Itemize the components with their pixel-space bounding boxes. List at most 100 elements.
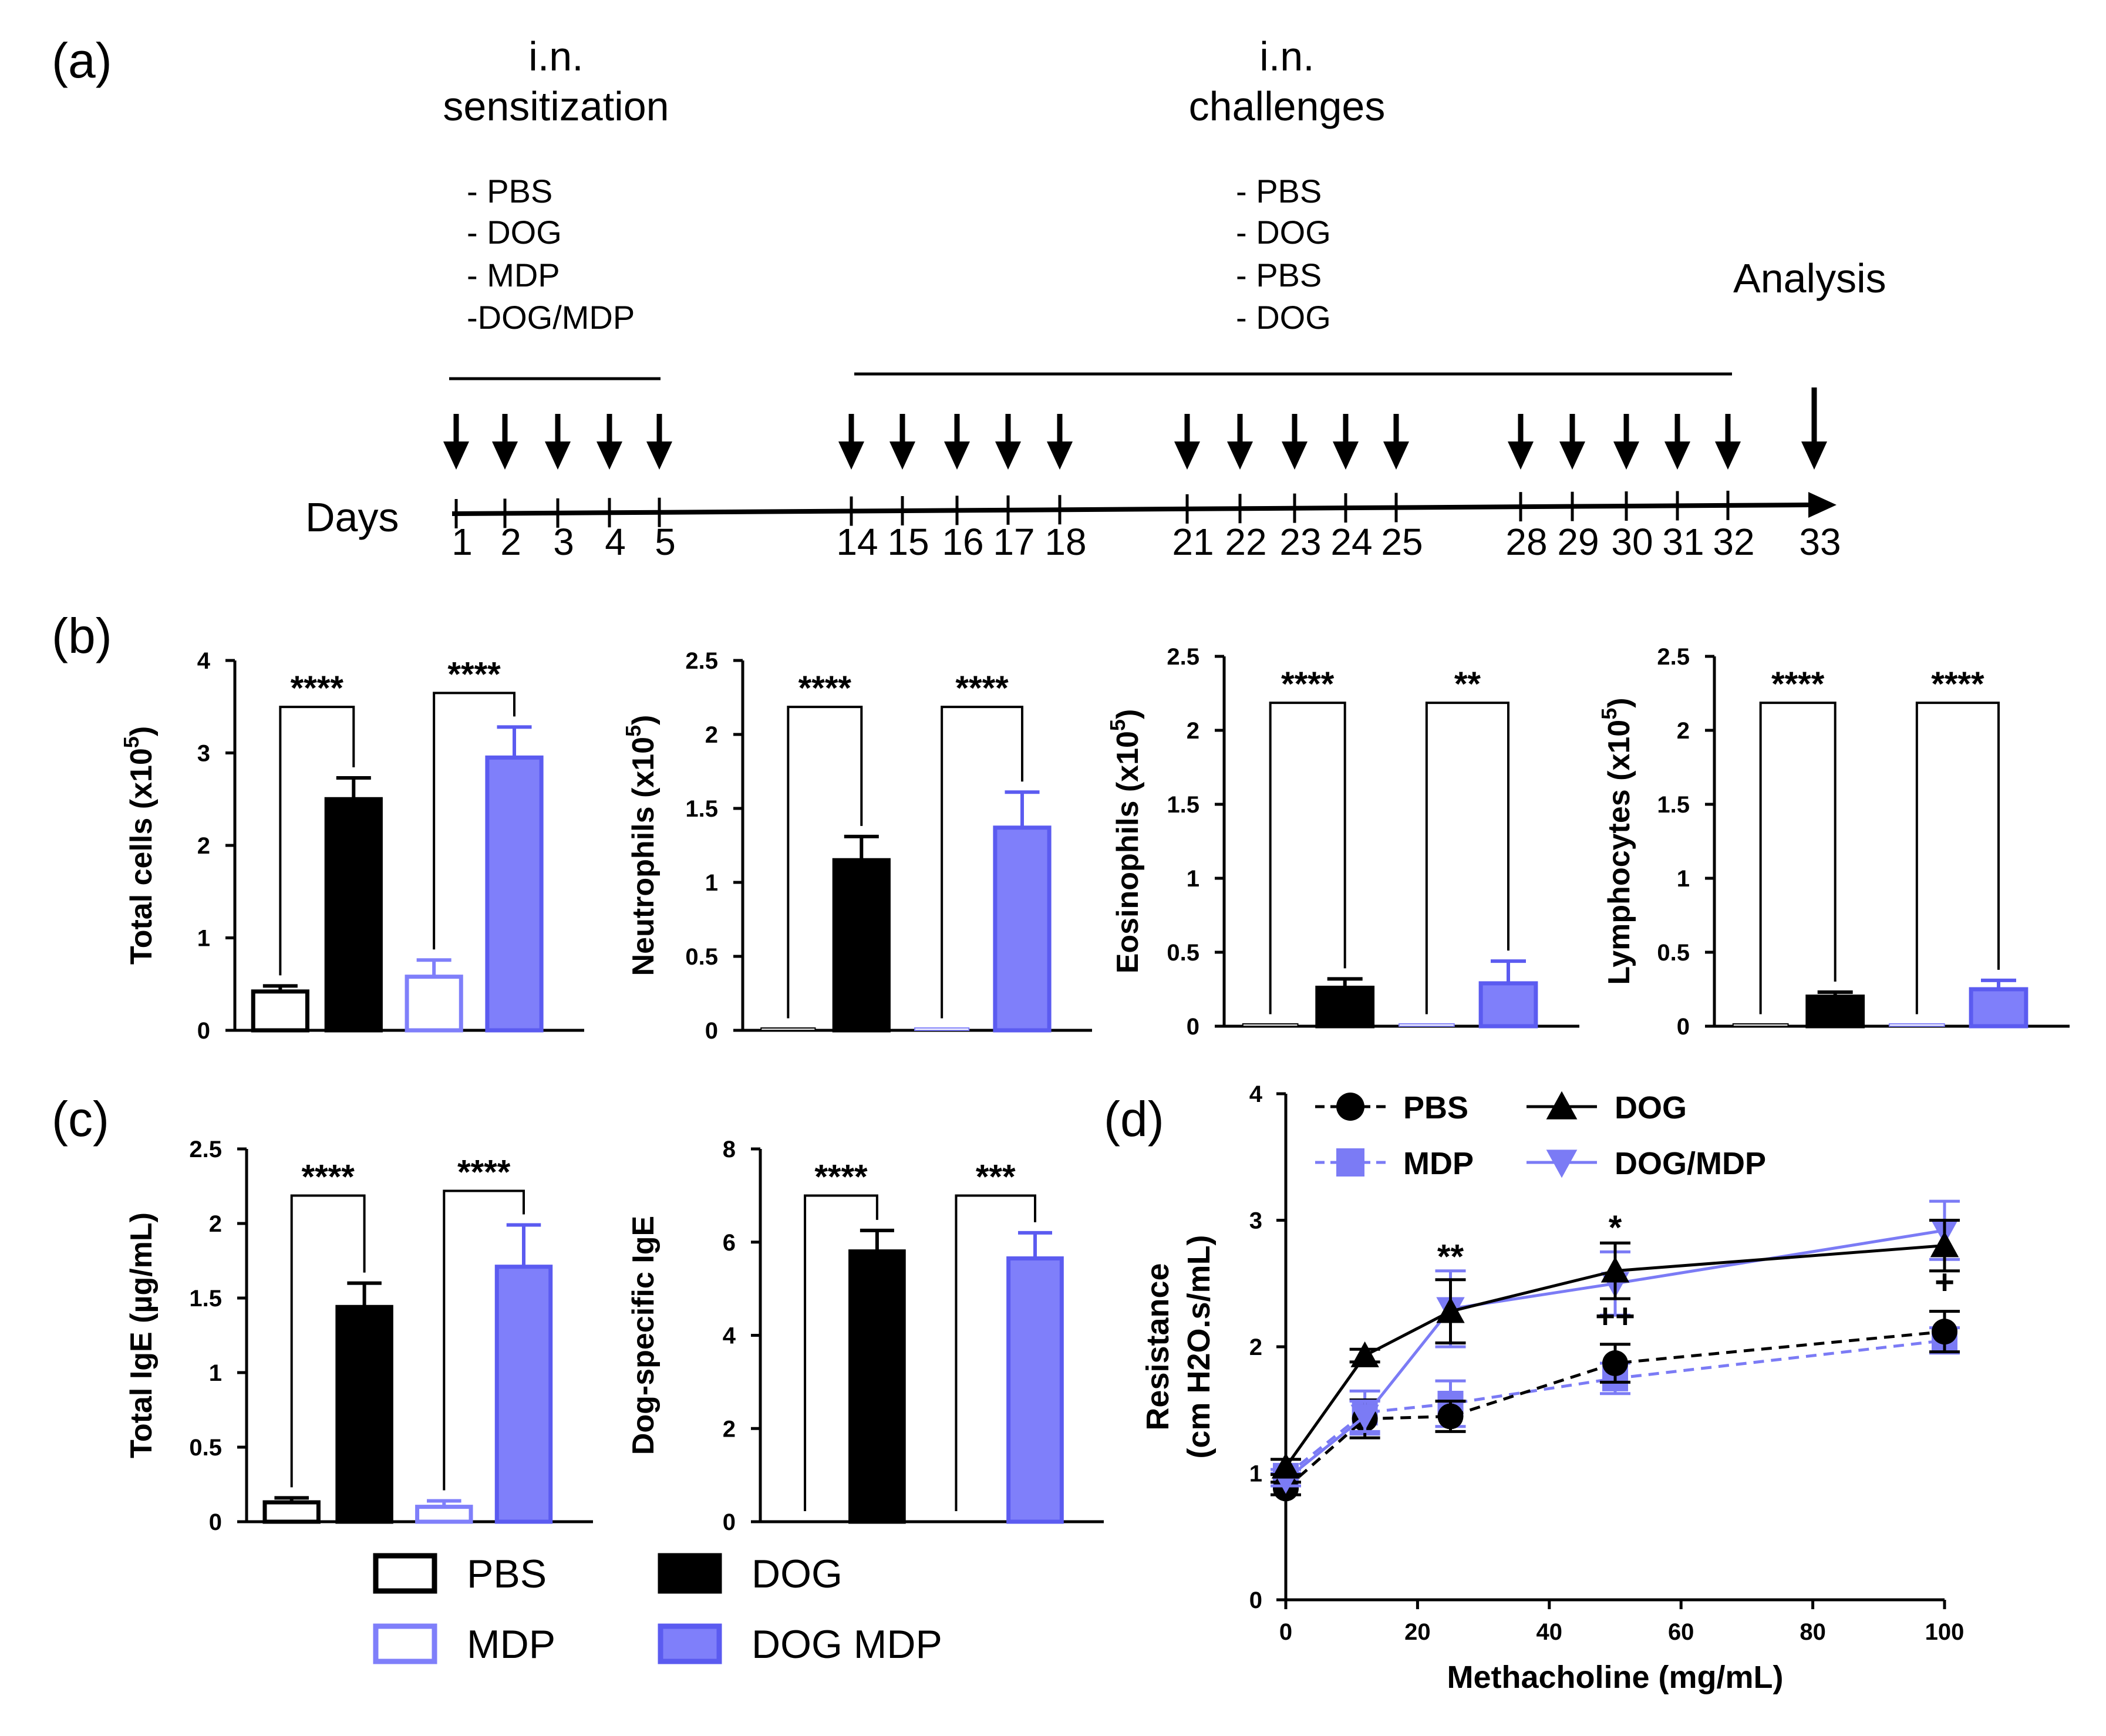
y-tick-label: 2 — [723, 1416, 736, 1442]
dose-arrow-head — [889, 441, 915, 470]
bar-pbs — [760, 1027, 816, 1031]
y-tick-label: 1 — [705, 870, 718, 896]
day-label: 33 — [1799, 521, 1841, 563]
y-tick-label: 1 — [1187, 866, 1199, 892]
y-tick-label: 2.5 — [1167, 644, 1199, 670]
day-label: 1 — [451, 521, 473, 563]
legend-marker — [1546, 1091, 1578, 1120]
day-label: 17 — [993, 521, 1035, 563]
significance-label: ** — [1454, 665, 1481, 703]
dose-arrow-head — [1047, 441, 1073, 470]
timeline-axis-arrowhead — [1808, 492, 1837, 518]
significance-label: **** — [1771, 665, 1825, 703]
y-tick-label: 0.5 — [1167, 940, 1199, 966]
y-tick-label: 8 — [723, 1137, 736, 1162]
significance-label: **** — [1931, 665, 1984, 703]
day-label: 16 — [942, 521, 983, 563]
dose-arrow-head — [1227, 441, 1253, 470]
significance-annotation: ++ — [1595, 1297, 1635, 1336]
bar-dog-mdp — [1006, 1256, 1064, 1524]
y-tick-label: 2.5 — [1657, 644, 1690, 670]
x-tick-label: 80 — [1800, 1619, 1826, 1645]
sensitization-title-line1: i.n. — [528, 33, 583, 79]
x-tick-label: 0 — [1279, 1619, 1292, 1645]
legend-marker — [1336, 1093, 1364, 1121]
significance-bracket — [955, 1194, 1036, 1511]
y-tick-label: 2 — [197, 833, 210, 859]
y-tick-label: 0 — [209, 1509, 222, 1535]
dose-arrow-head — [1383, 441, 1409, 470]
timeline-axis — [451, 503, 1809, 516]
sensitization-group-3: - MDP — [467, 257, 560, 294]
significance-bracket — [443, 1189, 525, 1491]
significance-bracket — [1915, 702, 2000, 1014]
bar-dog — [832, 858, 891, 1033]
legend-bc: PBS DOG MDP DOG MDP — [373, 1552, 942, 1667]
sensitization-group-1: - PBS — [467, 173, 552, 210]
y-axis-label-line1: Resistance — [1140, 1263, 1175, 1430]
y-tick-label: 1.5 — [1657, 792, 1690, 818]
significance-bracket — [1425, 702, 1509, 1014]
y-tick-label: 0 — [1187, 1014, 1199, 1040]
y-axis-label: Total IgE (µg/mL) — [124, 1212, 159, 1458]
timeline-panel: i.n. sensitization i.n. challenges - PBS… — [305, 33, 1886, 563]
y-tick-label: 0 — [723, 1509, 736, 1535]
y-axis-label: Neutrophils (x105) — [621, 715, 661, 976]
challenge-group-1: - PBS — [1236, 173, 1322, 210]
day-label: 29 — [1557, 521, 1599, 563]
challenge-group-3: - PBS — [1236, 257, 1322, 294]
y-tick-label: 2 — [1677, 718, 1690, 744]
significance-label: **** — [447, 655, 501, 693]
significance-bracket — [279, 706, 355, 976]
y-tick-label: 1.5 — [685, 796, 718, 822]
day-label: 3 — [553, 521, 574, 563]
chart-lymphocytes: 0 0.5 1 1.5 2 2.5 Lymphocytes (x105) **** **** — [1597, 644, 2070, 1040]
legend-label: DOG/MDP — [1615, 1146, 1766, 1181]
significance-annotation: + — [1935, 1263, 1955, 1301]
day-label: 31 — [1662, 521, 1704, 563]
panel-label-a: (a) — [52, 33, 112, 88]
dose-arrow-head — [1282, 441, 1308, 470]
significance-bracket — [787, 706, 863, 1019]
challenge-group-2: - DOG — [1236, 214, 1331, 251]
significance-annotation: * — [1609, 1209, 1622, 1247]
data-point-dog — [1600, 1256, 1630, 1283]
significance-bracket — [1269, 702, 1346, 1014]
challenge-group-4: - DOG — [1236, 299, 1331, 336]
bar-mdp — [1888, 1023, 1945, 1027]
significance-bracket — [941, 706, 1023, 1019]
legend-label: MDP — [1403, 1146, 1474, 1181]
significance-bracket — [804, 1194, 878, 1511]
data-point-dog-mdp — [1350, 1404, 1379, 1431]
significance-label: **** — [955, 669, 1009, 707]
bar-dog — [324, 797, 383, 1033]
dose-arrow-head — [443, 441, 469, 470]
y-axis-label: Total cells (x105) — [119, 726, 159, 965]
chart-total-ige: 0 0.5 1 1.5 2 2.5 Total IgE (µg/mL) **** **** — [124, 1137, 593, 1535]
dose-arrow-head — [995, 441, 1021, 470]
dose-arrow-head — [492, 441, 518, 470]
y-tick-label: 3 — [197, 741, 210, 767]
day-label: 23 — [1279, 521, 1321, 563]
dose-arrow-head — [1508, 441, 1534, 470]
bar-mdp — [1398, 1023, 1455, 1027]
y-tick-label: 1 — [1249, 1461, 1262, 1487]
dose-arrow-head — [1559, 441, 1585, 470]
bar-pbs — [1242, 1023, 1299, 1027]
y-tick-label: 6 — [723, 1230, 736, 1256]
y-tick-label: 4 — [197, 648, 211, 674]
bar-mdp — [914, 1027, 970, 1031]
legend-label: PBS — [467, 1552, 547, 1596]
dose-arrow-head — [597, 441, 622, 470]
chart-total-cells: 0 1 2 3 4 Total cells (x105) **** **** — [119, 648, 584, 1044]
y-tick-label: 1 — [209, 1360, 222, 1386]
data-point-pbs — [1437, 1403, 1464, 1430]
dose-arrow-head — [838, 441, 864, 470]
y-tick-label: 3 — [1249, 1208, 1262, 1234]
bar-mdp — [415, 1505, 473, 1524]
dose-arrow-head — [646, 441, 672, 470]
bar-pbs — [262, 1500, 321, 1524]
analysis-arrow-head — [1801, 441, 1827, 470]
